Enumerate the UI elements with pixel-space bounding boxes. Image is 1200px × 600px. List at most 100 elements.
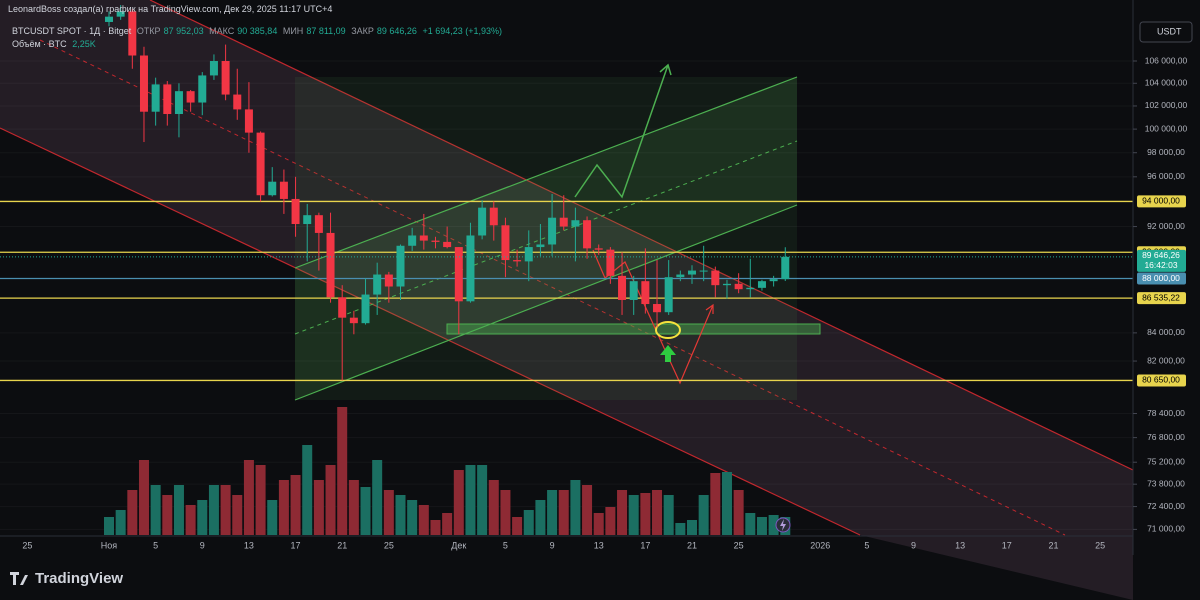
x-tick-label: 21 — [687, 540, 697, 550]
x-tick-label: 5 — [153, 540, 158, 550]
volume-bar — [558, 490, 569, 535]
currency-button[interactable] — [1139, 21, 1193, 43]
candle-body — [641, 281, 650, 305]
candle-body — [408, 235, 417, 246]
candle-body — [291, 198, 300, 225]
candle-body — [256, 132, 265, 196]
level-tag-label: 88 000,00 — [1142, 273, 1180, 283]
x-tick-label: 25 — [734, 540, 744, 550]
candle-body — [151, 84, 160, 112]
candle-body — [314, 215, 323, 233]
volume-bar — [104, 517, 114, 535]
level-tag — [1137, 292, 1186, 305]
symbol-line: BTCUSDT SPOT · 1Д · Bitget ОТКР 87 952,03… — [12, 26, 505, 36]
candle-body — [116, 11, 125, 17]
rising-channel — [295, 77, 797, 400]
y-tick-label: 104 000,00 — [1145, 78, 1188, 88]
candle-body — [303, 215, 312, 225]
y-tick-label: 82 000,00 — [1147, 355, 1185, 365]
x-tick-label: Дек — [451, 540, 466, 550]
channel-lower — [0, 127, 861, 536]
y-tick-label: 76 800,00 — [1147, 432, 1185, 442]
y-tick-label: 75 200,00 — [1147, 456, 1185, 466]
level-tag — [1137, 374, 1186, 387]
level-tag-label: 94 000,00 — [1142, 196, 1180, 206]
candle-body — [384, 274, 393, 287]
rising-lower — [294, 204, 798, 401]
candle-body — [746, 287, 755, 290]
volume-bar — [465, 465, 476, 535]
volume-bar — [652, 490, 663, 535]
candle-body — [734, 283, 743, 290]
volume-bar — [477, 465, 488, 535]
low-label: МИН — [282, 26, 304, 36]
candle-body — [513, 260, 522, 262]
volume-bar — [430, 520, 441, 535]
volume-bar — [675, 523, 686, 535]
x-tick-label: 13 — [594, 540, 604, 550]
level-tag-label: 80 650,00 — [1142, 375, 1180, 385]
volume-bar — [605, 507, 616, 535]
logo — [10, 572, 28, 585]
candle-body — [606, 249, 615, 276]
publisher-line: LeonardBoss создал(а) график на TradingV… — [8, 4, 335, 14]
x-tick-label: Ноя — [101, 540, 118, 550]
candle-body — [233, 94, 242, 110]
volume-bar — [453, 470, 464, 535]
volume-bar — [640, 493, 651, 535]
brand: TradingView — [35, 570, 123, 587]
volume-bar — [337, 407, 348, 535]
low: 87 811,09 — [306, 26, 346, 36]
descending-channel — [0, 0, 1133, 600]
y-tick-label: 102 000,00 — [1145, 100, 1188, 110]
candle-body — [618, 275, 627, 300]
x-tick-label: 13 — [955, 540, 965, 550]
y-tick-label: 96 000,00 — [1147, 171, 1185, 181]
bolt — [780, 519, 786, 531]
volume-bar — [173, 485, 184, 535]
rising-upper — [294, 76, 798, 269]
candle-body — [466, 235, 475, 302]
candle-body — [699, 270, 708, 272]
candle-body — [128, 11, 137, 56]
volume-bar — [756, 517, 767, 535]
volume-bar — [745, 513, 756, 535]
y-tick-label: 106 000,00 — [1145, 55, 1188, 65]
volume-bar — [267, 500, 278, 535]
candle-body — [373, 274, 382, 295]
candle-body — [489, 207, 498, 226]
candle-body — [174, 91, 183, 115]
up-arrow-icon — [660, 345, 676, 362]
volume-bar — [617, 490, 628, 535]
level-tag — [1137, 195, 1186, 208]
volume-line: Объём · BTC 2,25K — [12, 39, 99, 49]
candle-body — [559, 217, 568, 227]
volume-bar — [313, 480, 324, 535]
volume-bar — [442, 513, 453, 535]
channel-upper — [149, 0, 1134, 471]
level-tag — [1137, 272, 1186, 285]
volume-bar — [512, 517, 523, 535]
volume-bar — [150, 485, 161, 535]
candle-body — [279, 181, 288, 199]
x-tick-label: 21 — [1048, 540, 1058, 550]
high-label: МАКС — [209, 26, 235, 36]
volume-bar — [197, 500, 208, 535]
x-tick-label: 17 — [640, 540, 650, 550]
currency: USDT — [1157, 26, 1182, 36]
candle-body — [163, 84, 172, 115]
candle-body — [186, 91, 195, 103]
volume-bar — [220, 485, 231, 535]
candle-body — [571, 220, 580, 227]
rising-zone — [295, 77, 797, 400]
candle-body — [338, 297, 347, 318]
x-tick-label: 17 — [291, 540, 301, 550]
candle-body — [629, 281, 638, 300]
volume-bar — [593, 513, 604, 535]
candle-body — [431, 240, 440, 242]
x-tick-label: 13 — [244, 540, 254, 550]
volume-bar — [535, 500, 546, 535]
high: 90 385,84 — [237, 26, 278, 36]
volume-bar — [407, 500, 418, 535]
x-tick-label: 2026 — [810, 540, 830, 550]
